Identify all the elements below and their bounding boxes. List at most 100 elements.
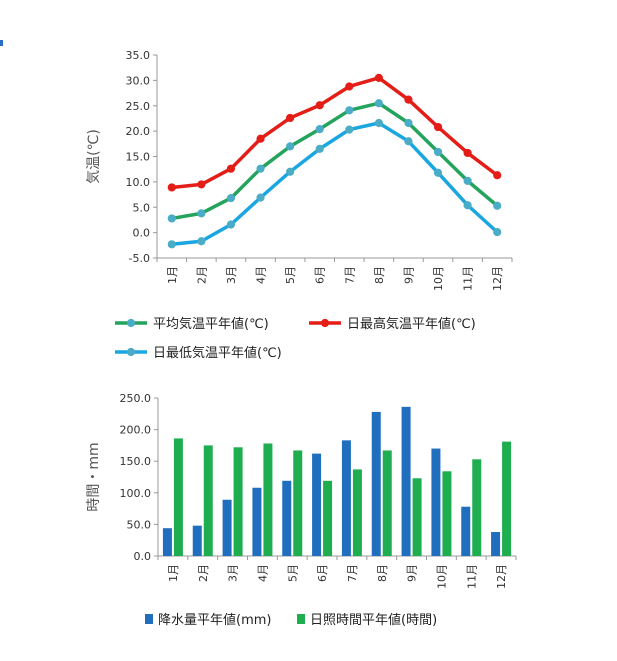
x-tick-label: 2月 bbox=[195, 266, 208, 284]
legend-marker bbox=[126, 318, 136, 328]
bar bbox=[341, 440, 351, 556]
x-tick-label: 4月 bbox=[255, 266, 268, 284]
legend-label: 降水量平年値(mm) bbox=[158, 612, 271, 628]
data-point bbox=[404, 137, 413, 146]
bar bbox=[472, 459, 482, 556]
bar bbox=[282, 480, 292, 556]
x-tick-label: 9月 bbox=[406, 564, 419, 582]
bar bbox=[203, 445, 213, 556]
y-tick-label: 20.0 bbox=[126, 125, 151, 138]
data-point bbox=[493, 171, 502, 180]
bar bbox=[233, 447, 243, 556]
bar bbox=[442, 471, 452, 556]
legend-marker bbox=[126, 347, 136, 357]
data-point bbox=[493, 228, 502, 237]
data-point bbox=[286, 113, 295, 123]
y-axis-title: 気温(℃) bbox=[86, 129, 102, 184]
data-point bbox=[345, 125, 354, 134]
legend-label: 平均気温平年値(℃) bbox=[153, 316, 269, 332]
legend-marker bbox=[320, 318, 330, 328]
data-point bbox=[374, 73, 383, 82]
data-point bbox=[315, 144, 324, 153]
bar bbox=[222, 499, 232, 556]
legend-label: 日最低気温平年値(℃) bbox=[153, 345, 282, 361]
data-point bbox=[197, 180, 206, 189]
y-tick-label: 250.0 bbox=[120, 392, 152, 405]
data-point bbox=[463, 148, 472, 158]
bar bbox=[293, 450, 303, 556]
data-point bbox=[463, 176, 472, 185]
data-point bbox=[463, 201, 472, 210]
y-axis-title: 時間・mm bbox=[86, 442, 102, 511]
y-tick-label: 0.0 bbox=[134, 550, 152, 563]
bar bbox=[491, 531, 501, 556]
x-tick-label: 11月 bbox=[465, 564, 478, 589]
legend-label: 日照時間平年値(時間) bbox=[310, 612, 437, 628]
x-tick-label: 11月 bbox=[462, 266, 475, 291]
data-point bbox=[256, 134, 265, 143]
series-line bbox=[171, 101, 499, 221]
legend-swatch bbox=[297, 614, 305, 624]
y-tick-label: 200.0 bbox=[120, 424, 152, 437]
x-tick-label: 7月 bbox=[346, 564, 359, 582]
x-tick-label: 1月 bbox=[167, 564, 180, 582]
data-point bbox=[256, 193, 265, 202]
data-point bbox=[167, 214, 176, 223]
bar bbox=[192, 525, 202, 556]
data-point bbox=[226, 220, 236, 229]
data-point bbox=[345, 82, 354, 91]
data-point bbox=[197, 237, 206, 246]
data-point bbox=[226, 164, 236, 173]
bar bbox=[252, 487, 262, 556]
x-tick-label: 10月 bbox=[432, 266, 445, 291]
y-tick-label: 5.0 bbox=[133, 201, 151, 214]
bar bbox=[162, 528, 172, 556]
bar bbox=[412, 478, 422, 556]
data-point bbox=[433, 122, 443, 132]
data-point bbox=[433, 147, 443, 157]
y-tick-label: -5.0 bbox=[129, 252, 150, 265]
x-tick-label: 6月 bbox=[316, 564, 329, 582]
x-tick-label: 2月 bbox=[197, 564, 210, 582]
data-point bbox=[493, 201, 502, 210]
data-point bbox=[167, 183, 176, 192]
x-tick-label: 5月 bbox=[284, 266, 297, 284]
x-tick-label: 8月 bbox=[376, 564, 389, 582]
y-tick-label: 150.0 bbox=[120, 455, 152, 468]
precip-sunshine-bar-chart: 0.0 50.0 100.0 150.0 200.0 250.0 1月 2月 3月 4月 5月 6月 7… bbox=[86, 392, 517, 628]
bar bbox=[323, 480, 333, 556]
data-point bbox=[167, 240, 176, 249]
bar bbox=[312, 453, 322, 556]
bar bbox=[382, 450, 392, 556]
y-tick-label: 35.0 bbox=[126, 49, 151, 62]
bar bbox=[461, 506, 471, 556]
x-tick-label: 4月 bbox=[256, 564, 269, 582]
data-point bbox=[374, 99, 383, 108]
data-point bbox=[286, 142, 295, 151]
data-point bbox=[433, 168, 443, 177]
y-tick-label: 10.0 bbox=[126, 176, 151, 189]
temperature-line-chart: -5.0 0.0 5.0 10.0 15.0 20.0 25.0 30.0 35.0 1月 2月 3月… bbox=[86, 49, 513, 361]
series-line bbox=[171, 121, 499, 247]
legend-label: 日最高気温平年値(℃) bbox=[347, 316, 476, 332]
x-tick-label: 1月 bbox=[166, 266, 179, 284]
x-tick-label: 3月 bbox=[225, 266, 238, 284]
y-tick-label: 15.0 bbox=[126, 151, 151, 164]
x-tick-label: 12月 bbox=[491, 266, 504, 291]
bar bbox=[352, 469, 362, 556]
bar bbox=[371, 411, 381, 556]
legend-swatch bbox=[145, 614, 153, 624]
y-tick-label: 100.0 bbox=[120, 487, 152, 500]
data-point bbox=[315, 124, 324, 134]
bar bbox=[502, 441, 512, 556]
x-tick-label: 9月 bbox=[402, 266, 415, 284]
y-tick-label: 30.0 bbox=[126, 74, 151, 87]
data-point bbox=[404, 118, 413, 128]
data-point bbox=[315, 101, 324, 110]
data-point bbox=[345, 106, 354, 115]
x-tick-label: 10月 bbox=[435, 564, 448, 589]
data-point bbox=[404, 95, 413, 104]
data-point bbox=[286, 167, 295, 176]
series-line bbox=[171, 76, 499, 190]
